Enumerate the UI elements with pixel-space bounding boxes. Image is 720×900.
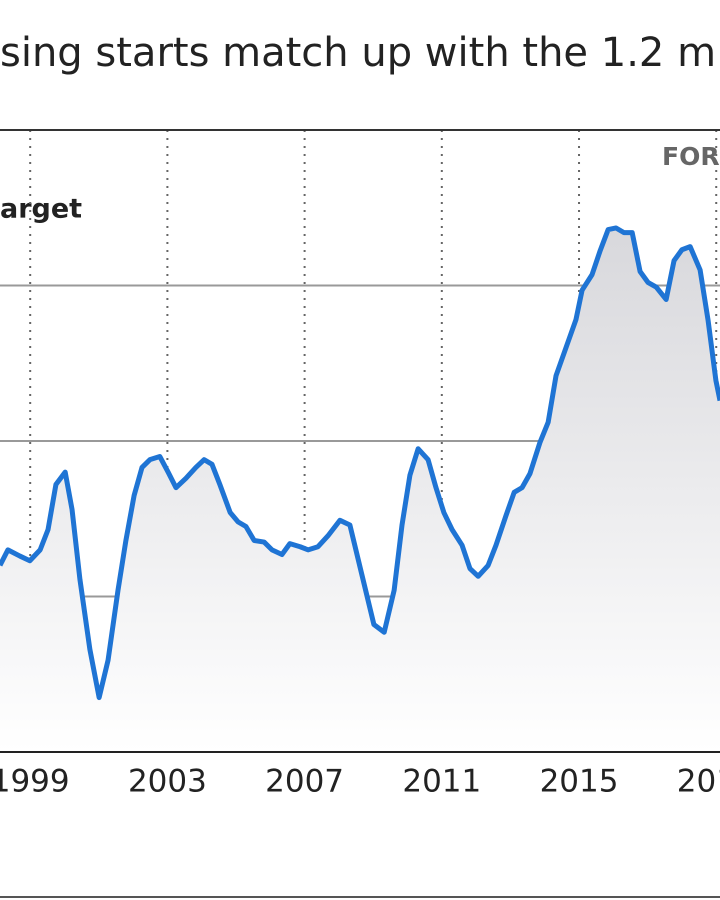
x-tick-label: 1999 <box>0 764 70 800</box>
x-tick-label: 2015 <box>540 764 619 800</box>
area <box>0 227 720 753</box>
x-tick-label: 2019 <box>677 764 720 800</box>
annotation: FOR <box>662 142 720 171</box>
line <box>0 225 720 701</box>
legend-label: arget <box>0 194 82 225</box>
x-tick-label: 2011 <box>402 764 481 800</box>
x-tick-label: 2003 <box>128 764 207 800</box>
chart-title: sing starts match up with the 1.2 m <box>0 30 716 76</box>
x-tick-label: 2007 <box>265 764 344 800</box>
